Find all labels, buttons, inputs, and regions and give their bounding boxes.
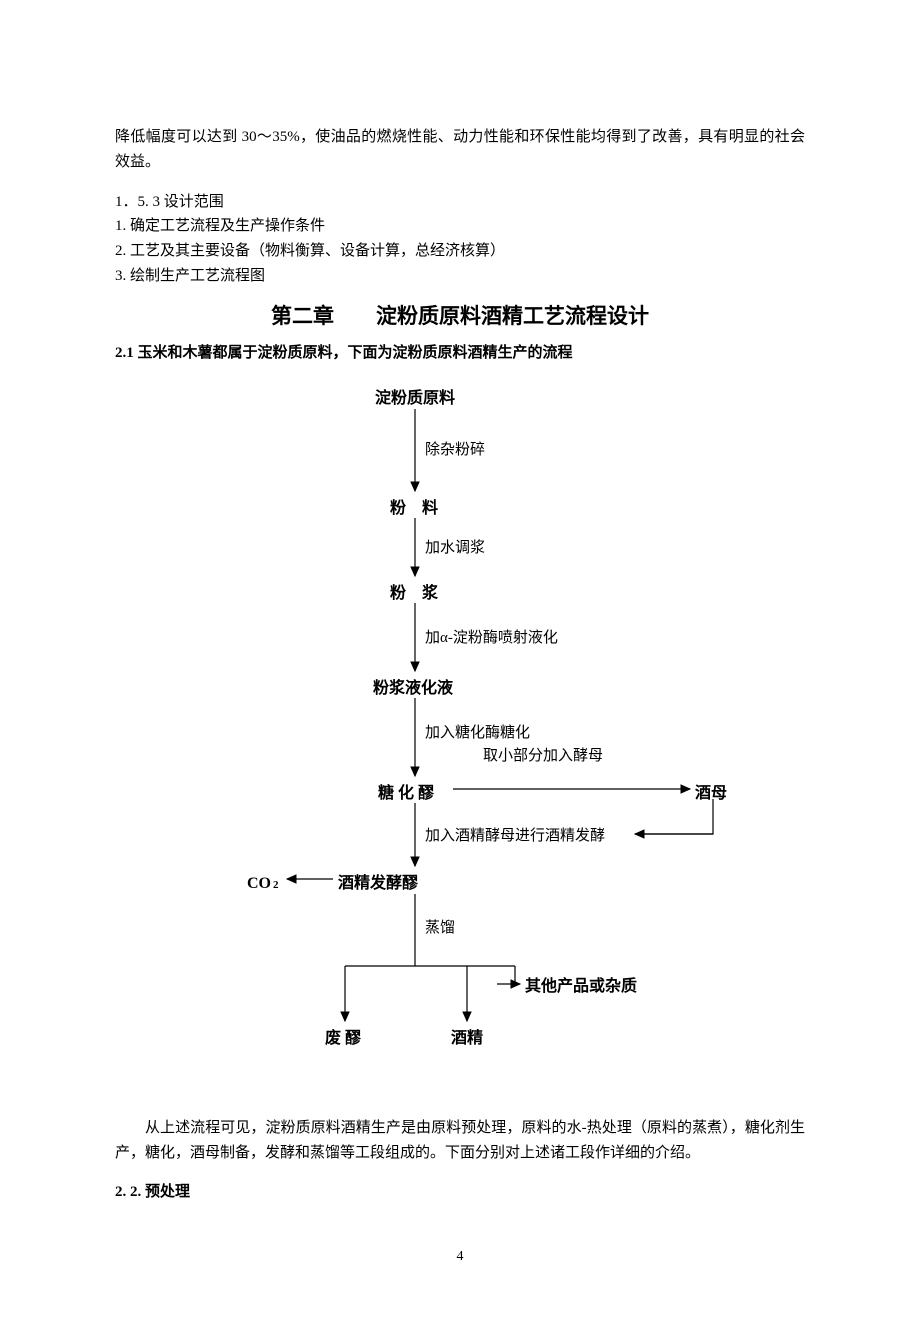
flow-edge-label: 加入糖化酶糖化 [425,721,530,746]
flow-node-co2: CO [247,871,271,897]
flow-edge-label: 除杂粉碎 [425,438,485,463]
page-number: 4 [115,1245,805,1268]
design-item-3: 3. 绘制生产工艺流程图 [115,264,805,289]
flow-node-other: 其他产品或杂质 [525,974,637,1000]
heading-1-5-3: 1．5. 3 设计范围 [115,190,805,215]
flow-edge-label: 蒸馏 [425,916,455,941]
flow-node-powder: 粉 料 [390,496,438,522]
flow-edge-label: 加α-淀粉酶喷射液化 [425,626,558,651]
document-page: 降低幅度可以达到 30～35%，使油品的燃烧性能、动力性能和环保性能均得到了改善… [0,0,920,1318]
flow-edge-label: 加入酒精酵母进行酒精发酵 [425,824,605,849]
section-2-1-heading: 2.1 玉米和木薯都属于淀粉质原料，下面为淀粉质原料酒精生产的流程 [115,341,805,366]
flow-edge-label: 加水调浆 [425,536,485,561]
flow-node-slurry: 粉 浆 [390,581,438,607]
chapter-2-title: 第二章 淀粉质原料酒精工艺流程设计 [115,299,805,334]
process-flowchart: 淀粉质原料粉 料粉 浆粉浆液化液糖 化 醪 酒母酒精发酵醪 CO2 废 醪 酒精 其他产品… [115,386,805,1086]
section-2-2-heading: 2. 2. 预处理 [115,1180,805,1205]
flow-node-waste: 废 醪 [325,1026,361,1052]
design-item-1: 1. 确定工艺流程及生产操作条件 [115,214,805,239]
design-item-2: 2. 工艺及其主要设备（物料衡算、设备计算，总经济核算） [115,239,805,264]
closing-paragraph: 从上述流程可见，淀粉质原料酒精生产是由原料预处理，原料的水-热处理（原料的蒸煮）… [115,1116,805,1166]
flow-node-co2sub: 2 [273,876,279,894]
flow-node-liquefied: 粉浆液化液 [373,676,453,702]
flow-node-alcohol: 酒精 [451,1026,483,1052]
flow-edge-label: 取小部分加入酵母 [483,744,603,769]
flow-node-yeast: 酒母 [695,781,727,807]
flow-node-starch: 淀粉质原料 [375,386,455,412]
flow-node-ferment: 酒精发酵醪 [338,871,418,897]
intro-paragraph: 降低幅度可以达到 30～35%，使油品的燃烧性能、动力性能和环保性能均得到了改善… [115,125,805,175]
flow-node-sacch: 糖 化 醪 [378,781,434,807]
